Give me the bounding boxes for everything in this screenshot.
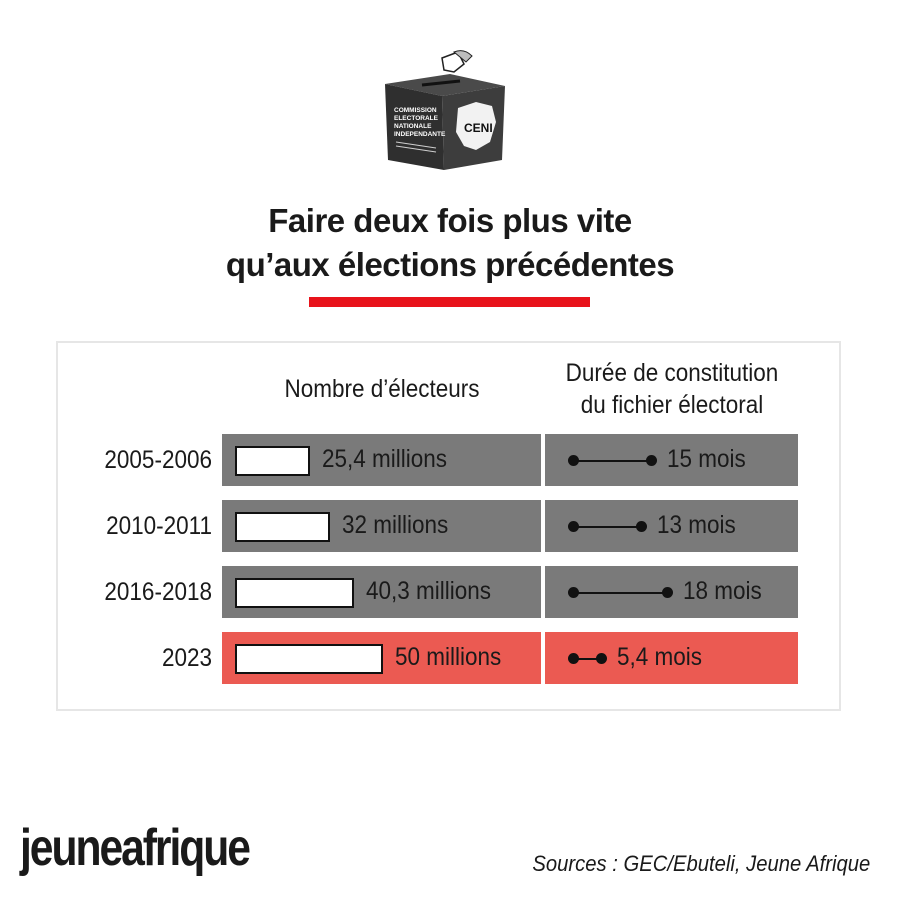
- duration-line: [573, 526, 641, 528]
- ballot-box-text: INDEPENDANTE: [394, 131, 446, 138]
- duration-end-dot: [596, 653, 607, 664]
- row-period-label: 2023: [161, 644, 212, 672]
- sources-note: Sources : GEC/Ebuteli, Jeune Afrique: [532, 851, 870, 876]
- chart-title-line-2: qu’aux élections précédentes: [225, 246, 675, 283]
- voters-bar: [235, 446, 310, 476]
- ballot-box-icon: CENI COMMISSION ELECTORALE NATIONALE IND…: [385, 50, 505, 170]
- voters-cell: 32 millions: [222, 500, 541, 552]
- voters-value-label: 25,4 millions: [322, 445, 448, 473]
- duration-value-label: 18 mois: [683, 577, 762, 605]
- row-period-label: 2005-2006: [104, 446, 212, 474]
- duration-cell: 5,4 mois: [545, 632, 798, 684]
- svg-text:CENI: CENI: [464, 121, 493, 135]
- voters-value-label: 50 millions: [395, 643, 502, 671]
- voters-cell: 50 millions: [222, 632, 541, 684]
- duration-start-dot: [568, 587, 579, 598]
- column-header-duree-line-2: du fichier électoral: [580, 391, 764, 419]
- voters-bar: [235, 644, 383, 674]
- voters-cell: 40,3 millions: [222, 566, 541, 618]
- column-header-duree: Durée de constitution du fichier élector…: [559, 357, 786, 421]
- title-underline: [309, 297, 590, 307]
- row-period-label: 2010-2011: [106, 512, 212, 540]
- duration-value-label: 13 mois: [657, 511, 736, 539]
- ballot-box-text: COMMISSION: [394, 107, 437, 114]
- voters-value-label: 40,3 millions: [366, 577, 492, 605]
- duration-line: [573, 460, 651, 462]
- duration-start-dot: [568, 653, 579, 664]
- voters-cell: 25,4 millions: [222, 434, 541, 486]
- column-header-electeurs: Nombre d’électeurs: [284, 375, 480, 403]
- ballot-box-text: NATIONALE: [394, 123, 432, 130]
- chart-title-line-1: Faire deux fois plus vite: [268, 202, 632, 239]
- voters-bar: [235, 578, 354, 608]
- duration-line: [573, 658, 601, 660]
- duration-cell: 13 mois: [545, 500, 798, 552]
- column-header-duree-line-1: Durée de constitution: [565, 359, 779, 387]
- duration-start-dot: [568, 455, 579, 466]
- voters-bar: [235, 512, 330, 542]
- jeune-afrique-logo: jeuneafrique: [20, 819, 251, 877]
- duration-value-label: 5,4 mois: [617, 643, 703, 671]
- duration-cell: 15 mois: [545, 434, 798, 486]
- table-panel: [56, 341, 841, 711]
- duration-start-dot: [568, 521, 579, 532]
- row-period-label: 2016-2018: [104, 578, 212, 606]
- ballot-box-text: ELECTORALE: [394, 115, 439, 122]
- duration-cell: 18 mois: [545, 566, 798, 618]
- duration-end-dot: [636, 521, 647, 532]
- duration-end-dot: [646, 455, 657, 466]
- duration-value-label: 15 mois: [667, 445, 746, 473]
- voters-value-label: 32 millions: [342, 511, 449, 539]
- duration-line: [573, 592, 667, 594]
- duration-end-dot: [662, 587, 673, 598]
